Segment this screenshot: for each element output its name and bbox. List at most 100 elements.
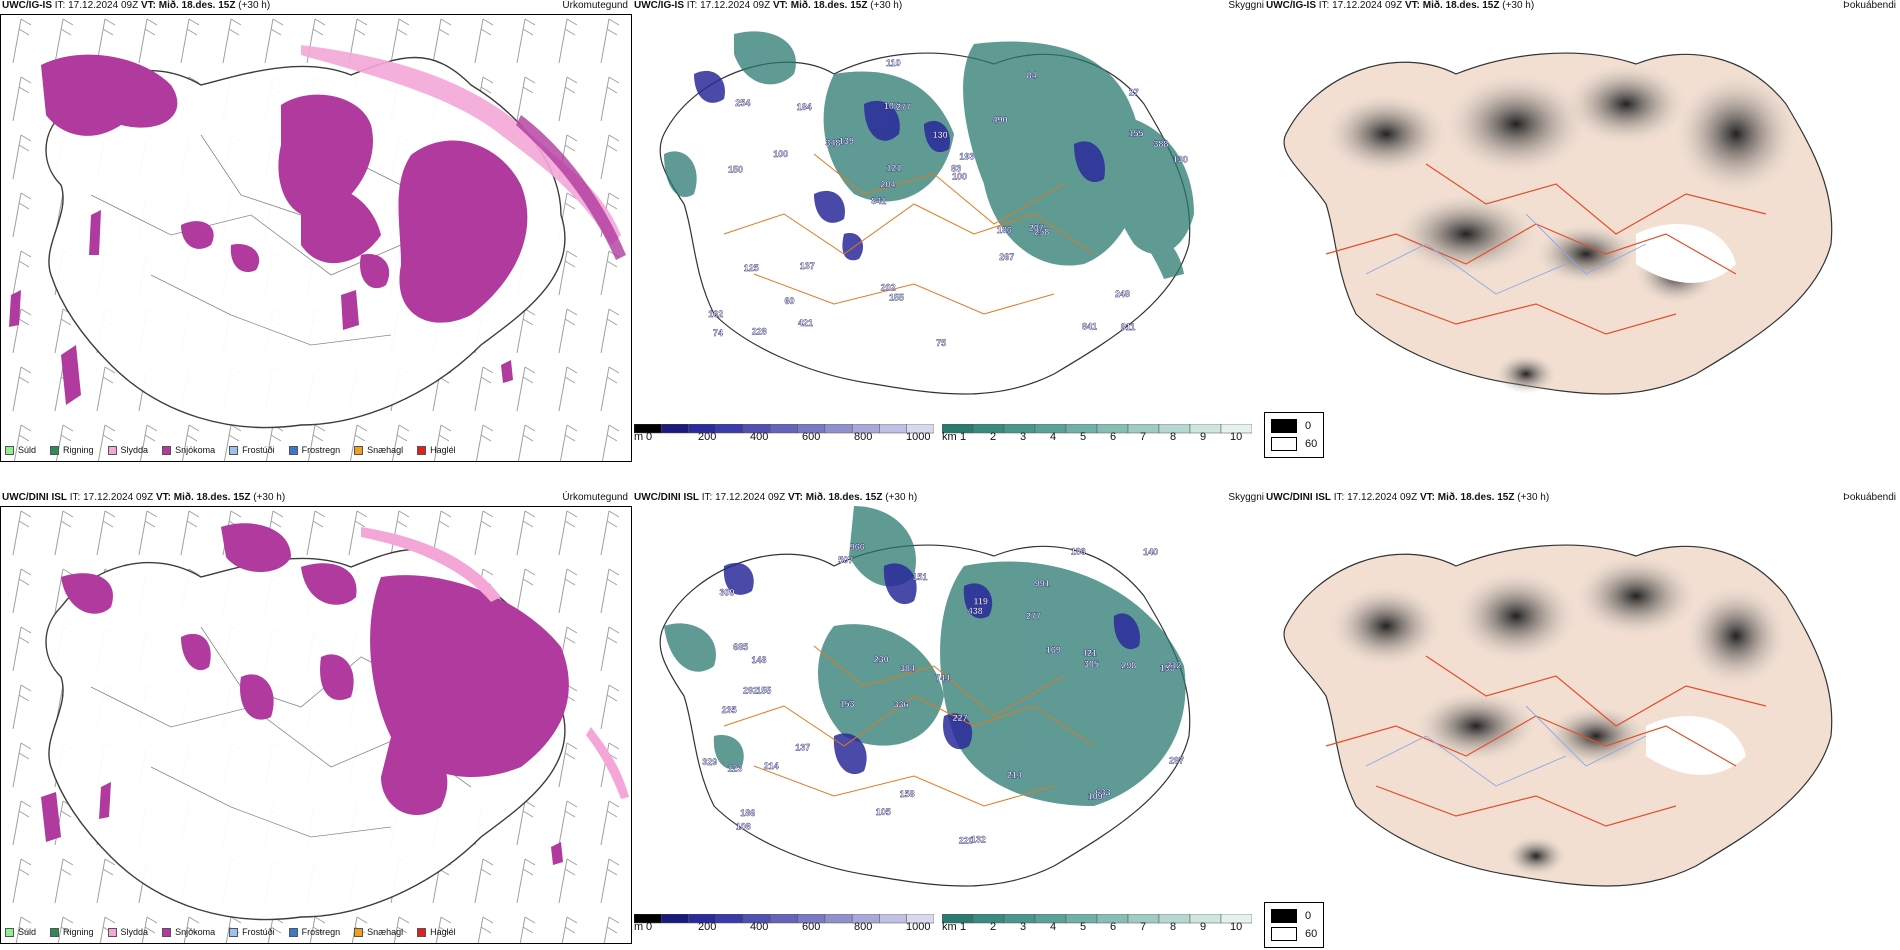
panel-header: UWC/DINI ISL IT: 17.12.2024 09Z VT: Mið.… — [634, 492, 917, 503]
visibility-tick: 9 — [1200, 431, 1207, 443]
visibility-tick: 3 — [1020, 921, 1027, 933]
lead-time: (+30 h) — [1517, 492, 1550, 503]
ceiling-value-label: 811 — [1121, 322, 1136, 332]
ceiling-value-label: 60 — [785, 296, 795, 306]
ceiling-value-label: 277 — [1026, 611, 1041, 621]
legend-swatch — [107, 927, 117, 937]
legend-swatch — [50, 927, 60, 937]
visibility-unit: km — [942, 921, 957, 933]
ceiling-tick: 800 — [854, 431, 873, 443]
visibility-colorbar: km 1 2 3 4 5 6 7 8 9 10 — [941, 421, 1253, 451]
model-name: UWC/IG-IS — [2, 0, 52, 11]
ceiling-value-label: 108 — [736, 822, 751, 832]
it-label: IT: — [69, 492, 81, 503]
vt-label: VT: — [155, 492, 171, 503]
legend-swatch — [107, 445, 117, 455]
ceiling-tick: 1000 — [906, 431, 931, 443]
ceiling-value-label: 438 — [968, 606, 983, 616]
row-1: UWC/IG-IS IT: 17.12.2024 09Z VT: Mið. 18… — [0, 0, 1900, 470]
ceiling-colorbar-scale — [633, 423, 935, 434]
legend-swatch — [50, 445, 60, 455]
legend-item: Frostregn — [288, 927, 340, 937]
ceiling-value-label: 123 — [727, 764, 742, 774]
fog-white-swatch — [1271, 437, 1297, 451]
ceiling-value-label: 158 — [900, 789, 915, 799]
legend-item: Snjókoma — [162, 445, 215, 455]
ceiling-colorbar: m 0 200 400 600 800 1000 — [633, 911, 935, 941]
it-label: IT: — [1333, 492, 1345, 503]
vt-value: Mið. 18.des. 15Z — [1422, 0, 1500, 11]
ceiling-value-label: 155 — [889, 293, 904, 303]
legend-item: Frostregn — [288, 445, 340, 455]
fog-white-swatch — [1271, 927, 1297, 941]
legend-swatch — [417, 445, 427, 455]
ceiling-value-label: 155 — [756, 685, 771, 695]
visibility-tick: 10 — [1230, 921, 1243, 933]
ceiling-tick: 1000 — [906, 921, 931, 933]
ceiling-value-label: 258 — [1034, 227, 1049, 237]
ceiling-value-label: 105 — [876, 807, 891, 817]
ceiling-value-label: 305 — [1084, 659, 1099, 669]
ceiling-value-label: 220 — [959, 836, 974, 846]
ceiling-value-label: 137 — [800, 261, 815, 271]
precip-map — [1, 15, 631, 461]
it-value: 17.12.2024 09Z — [715, 492, 786, 503]
ceiling-value-label: 254 — [735, 98, 750, 108]
it-label: IT: — [686, 0, 698, 11]
it-value: 17.12.2024 09Z — [700, 0, 771, 11]
ceiling-value-label: 139 — [839, 136, 854, 146]
ceiling-tick: 0 — [646, 921, 653, 933]
ceiling-value-label: 155 — [1128, 128, 1143, 138]
it-value: 17.12.2024 09Z — [1332, 0, 1403, 11]
ceiling-tick: 400 — [750, 921, 769, 933]
ceiling-value-label: 309 — [720, 587, 735, 597]
ceiling-value-label: 100 — [773, 149, 788, 159]
map-frame: Súld Rigning Slydda Snjókoma Frostúði Fr… — [0, 14, 632, 462]
model-name: UWC/DINI ISL — [634, 492, 699, 503]
ceiling-tick: 600 — [802, 431, 821, 443]
ceiling-value-label: 214 — [764, 761, 779, 771]
ceiling-value-label: 421 — [1082, 648, 1097, 658]
ceiling-value-label: 125 — [744, 263, 759, 273]
ceiling-value-label: 227 — [953, 713, 968, 723]
ceiling-value-label: 507 — [838, 555, 853, 565]
lead-time: (+30 h) — [870, 0, 903, 11]
fog-tick: 0 — [1305, 910, 1312, 922]
ceiling-value-label: 991 — [1035, 579, 1050, 589]
vt-value: Mið. 18.des. 15Z — [1437, 492, 1515, 503]
ceiling-unit: m — [634, 921, 644, 933]
legend-swatch — [417, 927, 427, 937]
fog-box-legend: 0 60 — [1264, 412, 1324, 458]
legend-swatch — [354, 927, 364, 937]
legend-swatch — [288, 445, 298, 455]
fog-map — [1283, 52, 1833, 395]
legend-label: Haglél — [430, 927, 456, 937]
ceiling-value-label: 140 — [1143, 547, 1158, 557]
vt-label: VT: — [787, 492, 803, 503]
ceiling-value-label: 685 — [733, 642, 748, 652]
ceiling-value-label: 267 — [999, 252, 1014, 262]
panel-header: UWC/DINI ISL IT: 17.12.2024 09Z VT: Mið.… — [1266, 492, 1549, 503]
ceiling-value-label: 137 — [795, 743, 810, 753]
legend-label: Súld — [18, 927, 37, 937]
visibility-tick: 2 — [990, 431, 997, 443]
ceiling-value-label: 119 — [973, 597, 988, 607]
visibility-tick: 10 — [1230, 431, 1243, 443]
model-name: UWC/IG-IS — [1266, 0, 1316, 11]
visibility-tick: 5 — [1080, 431, 1087, 443]
legend-item: Snæhagl — [354, 927, 403, 937]
ceiling-value-label: 198 — [1160, 663, 1175, 673]
ceiling-value-label: 109 — [1088, 791, 1103, 801]
ceiling-value-label: 107 — [884, 101, 899, 111]
legend-label: Snjókoma — [175, 927, 216, 937]
ceiling-value-label: 204 — [880, 180, 895, 190]
ceiling-value-label: 186 — [740, 808, 755, 818]
fog-black-swatch — [1271, 909, 1297, 923]
visibility-map: 966 991 198 336 227 155 309 277 235 438 744 108 507 1… — [659, 506, 1191, 887]
panel-title: Þokuábendi — [1843, 492, 1896, 503]
precip-type-panel-1: UWC/IG-IS IT: 17.12.2024 09Z VT: Mið. 18… — [0, 0, 632, 472]
it-value: 17.12.2024 09Z — [83, 492, 154, 503]
legend-swatch — [288, 927, 298, 937]
legend-swatch — [162, 445, 172, 455]
ceiling-value-label: 230 — [874, 654, 889, 664]
